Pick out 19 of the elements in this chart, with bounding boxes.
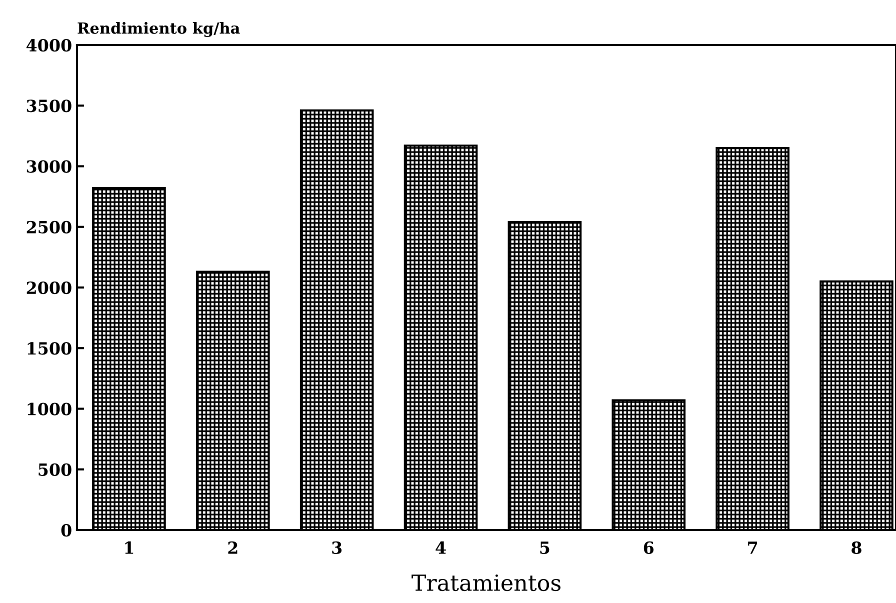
- y-tick-label: 0: [61, 524, 72, 537]
- chart-title: Rendimiento kg/ha: [78, 22, 240, 37]
- x-tick-label: 7: [748, 542, 757, 554]
- y-tick-label: 3000: [26, 160, 72, 173]
- x-tick-label: 8: [852, 541, 862, 554]
- y-tick-label: 4000: [26, 38, 72, 52]
- y-tick-label: 1000: [28, 402, 72, 416]
- x-tick-label: 6: [644, 541, 654, 554]
- x-tick-label: 2: [228, 541, 238, 554]
- y-tick-label: 2000: [26, 281, 72, 294]
- x-tick-label: 5: [540, 542, 550, 554]
- x-tick-label: 3: [332, 541, 342, 554]
- x-tick-label: 4: [436, 541, 446, 554]
- x-tick-label: 1: [125, 541, 134, 554]
- y-tick-label: 3500: [26, 100, 72, 112]
- y-tick-label: 2500: [26, 220, 72, 234]
- y-tick-label: 500: [38, 463, 72, 476]
- x-axis-title: Tratamientos: [412, 574, 560, 592]
- y-tick-label: 1500: [28, 342, 72, 355]
